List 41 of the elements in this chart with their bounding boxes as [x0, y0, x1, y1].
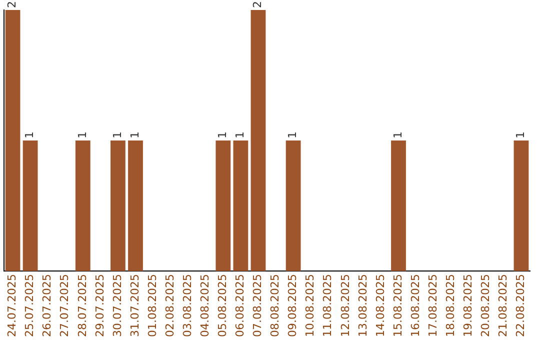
x-tick-label: 16.08.2025: [408, 274, 422, 338]
x-tick-label: 19.08.2025: [461, 274, 474, 338]
x-tick-label: 22.08.2025: [514, 274, 528, 338]
x-tick-label: 17.08.2025: [426, 274, 440, 338]
data-label: 1: [23, 132, 36, 139]
x-tick-label: 06.08.2025: [234, 274, 247, 338]
data-label: 1: [128, 132, 142, 139]
x-tick-label: 28.07.2025: [76, 274, 89, 338]
x-tick-label: 29.07.2025: [93, 274, 106, 338]
x-tick-label: 31.07.2025: [128, 274, 142, 338]
x-tick-label: 13.08.2025: [356, 274, 370, 338]
x-tick-label: 03.08.2025: [180, 274, 194, 338]
x-tick-label: 12.08.2025: [338, 274, 352, 338]
data-label: 1: [110, 132, 124, 139]
x-tick-label: 21.08.2025: [496, 274, 510, 338]
x-tick-label: 08.08.2025: [268, 274, 282, 338]
data-label: 1: [286, 132, 300, 139]
data-label: 1: [391, 132, 404, 139]
data-label: 2: [6, 1, 19, 8]
x-tick-label: 05.08.2025: [216, 274, 230, 338]
x-tick-label: 02.08.2025: [163, 274, 176, 338]
x-tick-label: 27.07.2025: [58, 274, 72, 338]
x-tick-label: 10.08.2025: [304, 274, 317, 338]
x-tick-label: 14.08.2025: [374, 274, 387, 338]
x-tick-label: 11.08.2025: [321, 274, 334, 338]
x-tick-label: 18.08.2025: [444, 274, 457, 338]
x-tick-label: 30.07.2025: [110, 274, 124, 338]
data-label: 2: [251, 1, 264, 8]
x-tick-label: 04.08.2025: [198, 274, 212, 338]
x-tick-label: 24.07.2025: [6, 274, 19, 338]
data-label: 1: [514, 132, 528, 139]
x-tick-label: 26.07.2025: [40, 274, 54, 338]
data-label: 1: [76, 132, 89, 139]
x-tick-label: 01.08.2025: [146, 274, 159, 338]
x-tick-label: 09.08.2025: [286, 274, 300, 338]
x-tick-label: 15.08.2025: [391, 274, 404, 338]
x-tick-label: 07.08.2025: [251, 274, 264, 338]
data-label: 1: [234, 132, 247, 139]
x-tick-label: 25.07.2025: [23, 274, 36, 338]
data-label: 1: [216, 132, 230, 139]
x-tick-label: 20.08.2025: [479, 274, 492, 338]
